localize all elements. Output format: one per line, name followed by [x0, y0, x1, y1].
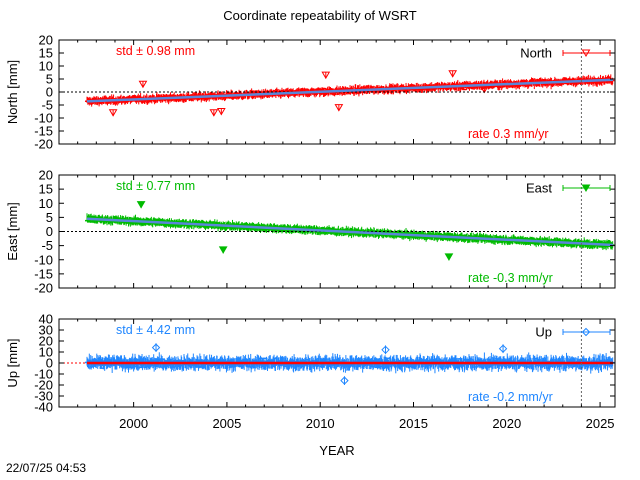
y-tick-label: -20 — [34, 281, 53, 296]
data-point — [448, 70, 458, 78]
y-tick-label: -15 — [34, 124, 53, 139]
x-tick-label: 2005 — [212, 416, 241, 431]
y-tick-label: 15 — [39, 182, 53, 197]
panel-plot-area — [59, 40, 615, 144]
y-tick-label: 20 — [39, 168, 53, 183]
y-tick-label: -30 — [34, 389, 53, 404]
rate-label: rate -0.3 mm/yr — [468, 271, 553, 285]
y-tick-label: 40 — [39, 312, 53, 327]
y-tick-label: -10 — [34, 367, 53, 382]
data-point — [136, 201, 146, 209]
x-tick-label: 2025 — [586, 416, 615, 431]
data-point — [444, 253, 454, 261]
scatter-points — [84, 70, 615, 117]
data-point — [209, 109, 219, 117]
legend-label: Up — [535, 325, 552, 340]
std-label: std ± 4.42 mm — [116, 323, 195, 337]
x-tick-label: 2010 — [306, 416, 335, 431]
data-point — [138, 80, 148, 89]
y-tick-label: -5 — [41, 98, 53, 113]
data-point — [334, 104, 344, 112]
y-tick-label: 15 — [39, 46, 53, 61]
data-point — [581, 327, 591, 337]
y-axis-title: North [mm] — [5, 60, 20, 124]
data-point — [216, 108, 226, 116]
y-tick-label: 5 — [46, 72, 53, 87]
trend-line — [86, 217, 614, 247]
x-tick-label: 2020 — [492, 416, 521, 431]
data-point — [581, 49, 591, 57]
y-tick-label: -10 — [34, 252, 53, 267]
x-tick-label: 2015 — [399, 416, 428, 431]
y-tick-label: 10 — [39, 345, 53, 360]
data-point — [340, 376, 349, 385]
data-point — [480, 85, 489, 94]
y-tick-label: -15 — [34, 266, 53, 281]
data-point — [381, 345, 390, 355]
y-tick-label: 10 — [39, 196, 53, 211]
y-tick-label: 10 — [39, 59, 53, 74]
y-tick-label: 5 — [46, 210, 53, 225]
y-tick-label: 0 — [46, 85, 53, 100]
title: Coordinate repeatability of WSRT — [223, 8, 417, 23]
x-axis-title: YEAR — [319, 443, 355, 458]
panel-plot-area — [59, 175, 615, 288]
y-tick-label: -5 — [41, 238, 53, 253]
std-label: std ± 0.98 mm — [116, 44, 195, 58]
data-point — [581, 184, 591, 192]
data-point — [321, 71, 331, 80]
data-point — [498, 344, 508, 353]
rate-label: rate -0.2 mm/yr — [468, 390, 553, 404]
y-axis-title: East [mm] — [5, 202, 20, 261]
y-tick-label: 0 — [46, 356, 53, 371]
y-tick-label: -20 — [34, 137, 53, 152]
panel-plot-area — [59, 319, 615, 407]
y-tick-label: 30 — [39, 323, 53, 338]
legend-label: East — [526, 181, 552, 196]
y-axis-title: Up [mm] — [5, 338, 20, 387]
legend-label: North — [520, 46, 552, 61]
x-tick-label: 2000 — [119, 416, 148, 431]
data-point — [218, 246, 228, 254]
std-label: std ± 0.77 mm — [116, 179, 195, 193]
timestamp: 22/07/25 04:53 — [6, 461, 87, 475]
y-tick-label: -20 — [34, 378, 53, 393]
y-tick-label: -40 — [34, 400, 53, 415]
y-tick-label: 0 — [46, 224, 53, 239]
trend-line — [86, 78, 614, 103]
data-point — [108, 109, 118, 117]
y-tick-label: 20 — [39, 334, 53, 349]
data-point — [151, 343, 161, 352]
y-tick-label: 20 — [39, 33, 53, 48]
rate-label: rate 0.3 mm/yr — [468, 127, 549, 141]
y-tick-label: -10 — [34, 111, 53, 126]
